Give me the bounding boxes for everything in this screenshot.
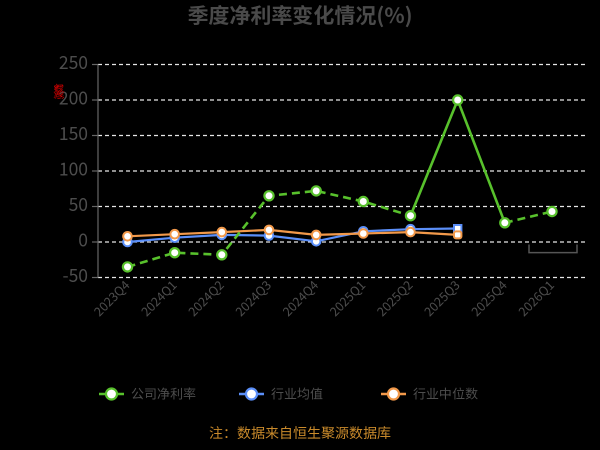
svg-text:50: 50 xyxy=(69,192,88,217)
svg-text:公司净利率: 公司净利率 xyxy=(131,384,196,403)
svg-text:注：数据来自恒生聚源数据库: 注：数据来自恒生聚源数据库 xyxy=(209,423,391,443)
svg-text:250: 250 xyxy=(59,50,88,75)
svg-text:100: 100 xyxy=(59,157,88,182)
svg-text:行业均值: 行业均值 xyxy=(271,384,323,403)
svg-text:150: 150 xyxy=(59,121,88,146)
svg-text:0: 0 xyxy=(78,228,88,253)
svg-text:季度净利率变化情况(%): 季度净利率变化情况(%) xyxy=(187,0,412,30)
svg-text:-50: -50 xyxy=(63,263,89,288)
svg-text:行业中位数: 行业中位数 xyxy=(413,384,478,403)
svg-text:怒: 怒 xyxy=(54,79,64,101)
